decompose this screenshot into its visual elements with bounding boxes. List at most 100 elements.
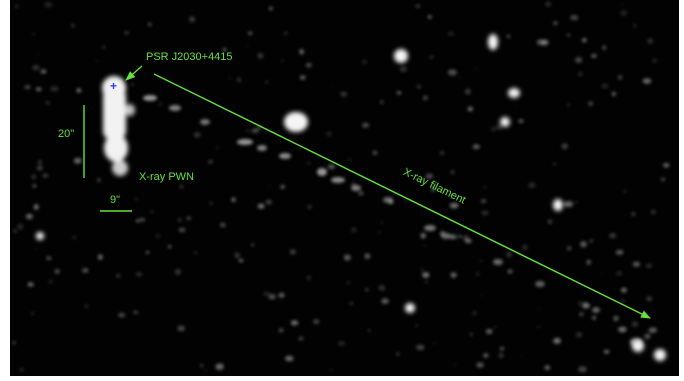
noise-speck bbox=[425, 281, 428, 283]
noise-speck bbox=[285, 355, 294, 362]
noise-speck bbox=[618, 75, 623, 80]
noise-speck bbox=[280, 59, 285, 62]
noise-speck bbox=[415, 4, 420, 8]
noise-speck bbox=[494, 326, 497, 328]
noise-speck bbox=[155, 233, 161, 239]
noise-speck bbox=[646, 296, 653, 302]
noise-speck bbox=[32, 65, 40, 71]
noise-speck bbox=[578, 301, 582, 305]
noise-speck bbox=[263, 291, 270, 296]
noise-speck bbox=[420, 232, 426, 239]
noise-speck bbox=[603, 349, 610, 354]
noise-speck bbox=[54, 269, 60, 274]
noise-speck bbox=[228, 77, 231, 80]
noise-speck bbox=[422, 95, 428, 101]
pwn-emission bbox=[102, 76, 135, 176]
noise-speck bbox=[38, 160, 42, 165]
noise-speck bbox=[481, 210, 489, 216]
noise-speck bbox=[396, 91, 402, 95]
noise-speck bbox=[27, 282, 34, 287]
noise-speck bbox=[265, 199, 272, 205]
noise-speck bbox=[518, 119, 524, 123]
noise-speck bbox=[506, 34, 511, 38]
noise-speck bbox=[150, 210, 154, 213]
noise-speck bbox=[268, 184, 271, 188]
noise-speck bbox=[475, 271, 480, 277]
noise-speck bbox=[12, 341, 16, 345]
noise-speck bbox=[522, 244, 528, 251]
noise-speck bbox=[326, 131, 332, 137]
noise-speck bbox=[544, 365, 551, 371]
noise-speck bbox=[361, 59, 368, 65]
noise-speck bbox=[76, 88, 82, 93]
noise-speck bbox=[32, 33, 35, 36]
noise-speck bbox=[32, 184, 37, 188]
noise-speck bbox=[365, 288, 369, 291]
noise-speck bbox=[215, 363, 224, 370]
noise-speck bbox=[178, 227, 186, 233]
point-sources bbox=[36, 34, 666, 361]
width-scale-label: 9" bbox=[110, 194, 121, 206]
noise-speck bbox=[313, 319, 320, 324]
noise-speck bbox=[580, 241, 587, 248]
noise-speck bbox=[620, 287, 627, 293]
noise-speck bbox=[536, 325, 541, 328]
noise-speck bbox=[194, 250, 198, 255]
noise-speck bbox=[40, 69, 47, 74]
noise-speck bbox=[579, 311, 584, 317]
noise-speck bbox=[422, 272, 430, 278]
noise-speck bbox=[563, 201, 574, 208]
noise-speck bbox=[647, 38, 654, 44]
noise-speck bbox=[278, 293, 285, 298]
noise-speck bbox=[330, 86, 333, 89]
noise-speck bbox=[368, 329, 371, 332]
noise-speck bbox=[234, 252, 240, 259]
noise-speck bbox=[280, 184, 286, 189]
noise-speck bbox=[209, 202, 213, 205]
noise-speck bbox=[97, 254, 103, 260]
noise-speck bbox=[474, 67, 478, 70]
noise-speck bbox=[299, 75, 306, 80]
noise-speck bbox=[430, 187, 436, 192]
noise-speck bbox=[305, 62, 312, 68]
noise-speck bbox=[429, 55, 434, 59]
noise-speck bbox=[158, 103, 162, 106]
noise-speck bbox=[480, 294, 482, 296]
noise-speck bbox=[618, 326, 627, 333]
noise-speck bbox=[97, 178, 101, 183]
noise-speck bbox=[364, 253, 371, 259]
noise-speck bbox=[396, 352, 400, 356]
noise-speck bbox=[42, 173, 49, 178]
noise-speck bbox=[567, 103, 570, 107]
noise-speck bbox=[222, 48, 227, 52]
noise-speck bbox=[50, 86, 59, 92]
noise-speck bbox=[299, 49, 304, 55]
noise-speck bbox=[476, 362, 484, 368]
noise-speck bbox=[570, 14, 579, 21]
noise-speck bbox=[378, 231, 381, 234]
noise-speck bbox=[520, 354, 522, 356]
noise-speck bbox=[644, 333, 651, 340]
noise-speck bbox=[507, 269, 513, 274]
noise-speck bbox=[178, 218, 182, 222]
noise-speck bbox=[472, 144, 480, 150]
noise-speck bbox=[231, 197, 236, 202]
noise-speck bbox=[491, 126, 496, 133]
noise-speck bbox=[13, 229, 17, 233]
noise-speck bbox=[251, 200, 254, 203]
noise-speck bbox=[566, 246, 572, 251]
noise-speck bbox=[423, 244, 427, 247]
noise-speck bbox=[95, 60, 98, 62]
noise-speck bbox=[238, 258, 244, 263]
noise-speck bbox=[71, 23, 75, 28]
noise-speck bbox=[648, 327, 658, 334]
noise-speck bbox=[553, 162, 556, 166]
noise-speck bbox=[472, 310, 477, 316]
noise-speck bbox=[483, 353, 489, 358]
noise-speck bbox=[307, 162, 310, 165]
noise-speck bbox=[621, 300, 625, 303]
noise-speck bbox=[145, 251, 150, 254]
noise-speck bbox=[583, 302, 587, 305]
noise-speck bbox=[208, 160, 213, 164]
